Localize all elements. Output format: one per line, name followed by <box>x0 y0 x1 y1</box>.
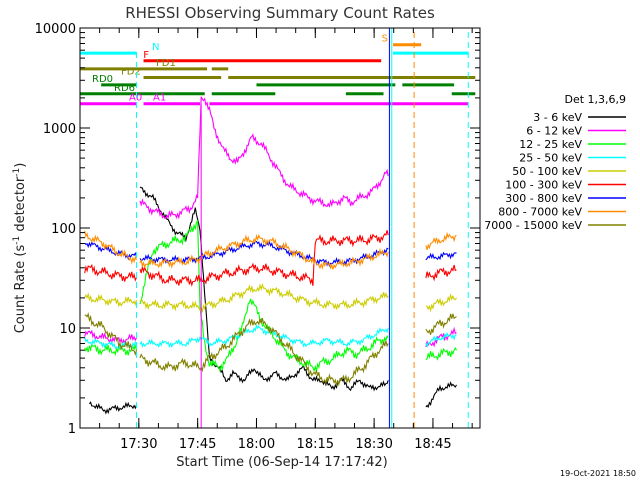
y-tick-label-2: 100 <box>51 222 76 237</box>
series-line-1-0 <box>84 329 137 347</box>
flag-label-fd2: FD2 <box>121 66 141 77</box>
series-line-1-2 <box>425 326 457 348</box>
marker-layer <box>135 28 469 428</box>
plot-frame <box>79 27 481 429</box>
series-line-5-1 <box>139 230 389 287</box>
legend-label-2: 12 - 25 keV <box>519 138 582 151</box>
flag-label-fd1: FD1 <box>156 58 176 69</box>
series-line-6-2 <box>425 251 457 261</box>
legend-label-6: 300 - 800 keV <box>505 192 582 205</box>
series-line-5-2 <box>425 264 457 282</box>
flag-label-a0: A0 <box>129 93 142 104</box>
flag-label-s: S <box>382 34 388 45</box>
series-line-8-0 <box>84 312 138 356</box>
series-line-3-1 <box>139 323 389 349</box>
flag-label-n: N <box>152 42 159 53</box>
x-tick-label-2: 18:00 <box>238 437 275 452</box>
series-line-0-0 <box>88 401 138 415</box>
x-tick-label-5: 18:45 <box>414 437 451 452</box>
series-line-6-0 <box>84 241 138 261</box>
flag-label-a1: A1 <box>153 93 166 104</box>
series-line-8-2 <box>425 313 457 335</box>
flag-label-f: F <box>143 50 149 61</box>
series-line-3-2 <box>425 331 457 349</box>
legend-label-5: 100 - 300 keV <box>505 179 582 192</box>
series-line-2-1 <box>139 219 389 374</box>
y-tick-label-1: 10 <box>59 322 76 337</box>
y-tick-label-3: 1000 <box>43 122 76 137</box>
y-axis-label: Count Rate (s-1 detector-1) <box>12 163 28 334</box>
series-line-7-1 <box>139 233 389 270</box>
footer-timestamp: 19-Oct-2021 18:50 <box>560 469 636 478</box>
flag-label-rd0: RD0 <box>92 74 113 85</box>
series-line-7-0 <box>84 230 138 265</box>
x-axis-label: Start Time (06-Sep-14 17:17:42) <box>176 455 387 470</box>
x-tick-label-0: 17:30 <box>120 437 157 452</box>
series-line-7-2 <box>425 231 457 251</box>
series-line-4-1 <box>139 283 389 314</box>
legend-label-8: 7000 - 15000 keV <box>484 219 582 232</box>
y-tick-label-4: 10000 <box>35 22 76 37</box>
x-tick-label-4: 18:30 <box>355 437 392 452</box>
x-tick-label-3: 18:15 <box>297 437 334 452</box>
legend-label-3: 25 - 50 keV <box>519 152 582 165</box>
legend-label-0: 3 - 6 keV <box>533 111 582 124</box>
legend-label-1: 6 - 12 keV <box>526 125 582 138</box>
series-line-0-2 <box>425 381 457 409</box>
series-line-2-0 <box>84 343 138 357</box>
y-tick-label-0: 1 <box>68 422 76 437</box>
series-line-4-0 <box>84 292 138 308</box>
x-tick-label-1: 17:45 <box>179 437 216 452</box>
flag-label-rd6: RD6 <box>114 83 135 94</box>
series-layer <box>84 96 457 415</box>
series-line-4-2 <box>425 292 457 313</box>
legend-label-4: 50 - 100 keV <box>512 165 582 178</box>
series-line-8-1 <box>139 317 389 387</box>
series-line-1-1 <box>139 96 389 220</box>
legend-title: Det 1,3,6,9 <box>564 93 626 106</box>
series-line-0-1 <box>139 186 389 392</box>
chart-title: RHESSI Observing Summary Count Rates <box>125 4 435 22</box>
axis-layer: 1 10 100 1000 10000 17:30 17:45 18:00 18:15 18:30… <box>35 22 480 452</box>
series-line-5-0 <box>84 263 137 282</box>
legend-label-7: 800 - 7000 keV <box>498 206 582 219</box>
series-line-2-2 <box>425 346 457 361</box>
